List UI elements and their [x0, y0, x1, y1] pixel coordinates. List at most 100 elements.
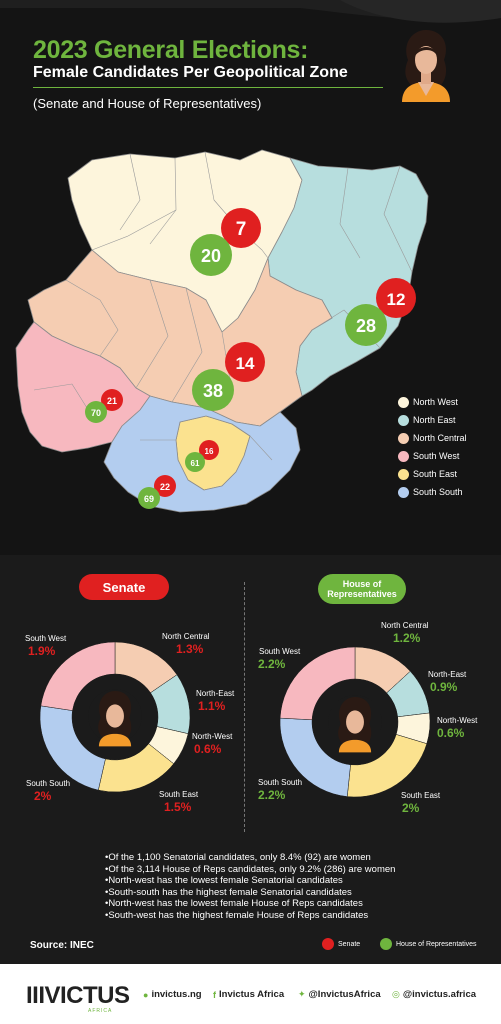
- house-donut-chart: [279, 646, 431, 798]
- legend-label: House of Representatives: [396, 940, 477, 948]
- bottom-legend-house: House of Representatives: [380, 938, 477, 950]
- legend-item-south-east: South East: [398, 465, 467, 483]
- senate-value-north-east: 1.1%: [198, 699, 226, 713]
- bubble-north-east-senate: 12: [376, 278, 416, 318]
- house-label-south-west: South West: [259, 647, 301, 656]
- svg-text:20: 20: [201, 246, 221, 266]
- svg-text:61: 61: [191, 459, 200, 468]
- legend-swatch: [398, 396, 409, 408]
- legend-swatch: [398, 414, 409, 426]
- legend-item-north-central: North Central: [398, 429, 467, 447]
- instagram-link[interactable]: ◎ @invictus.africa: [392, 989, 476, 1000]
- page-subtitle: Female Candidates Per Geopolitical Zone: [33, 64, 348, 81]
- svg-text:16: 16: [205, 447, 214, 456]
- fact-item: •South-south has the highest female Sena…: [105, 886, 352, 898]
- facebook-label: Invictus Africa: [219, 989, 285, 1000]
- bubble-north-central-senate: 14: [225, 342, 265, 382]
- house-value-south-west: 2.2%: [258, 657, 286, 671]
- title-divider: [33, 87, 383, 88]
- nigeria-map: 7 20 12 28 14 38 21 70 16 61 22 69: [15, 149, 429, 513]
- house-heading: House of Representatives: [318, 574, 406, 604]
- legend-item-north-east: North East: [398, 411, 467, 429]
- legend-label: North West: [413, 397, 458, 407]
- bubble-south-west-senate: 21: [101, 389, 123, 411]
- zone-south-south: [103, 395, 301, 513]
- svg-text:7: 7: [236, 219, 247, 240]
- house-value-north-east: 0.9%: [430, 680, 458, 694]
- woman-avatar-icon: [402, 30, 450, 102]
- legend-item-south-south: South South: [398, 483, 467, 501]
- key-facts-list: •Of the 1,100 Senatorial candidates, onl…: [105, 852, 395, 921]
- legend-item-north-west: North West: [398, 393, 467, 411]
- svg-text:14: 14: [236, 354, 255, 373]
- bubble-south-west-house: 70: [85, 401, 107, 423]
- legend-label: North Central: [413, 433, 467, 443]
- legend-swatch: [380, 938, 392, 950]
- svg-text:70: 70: [91, 408, 101, 418]
- house-heading-line2: Representatives: [327, 589, 397, 599]
- senate-label-south-east: South East: [159, 790, 199, 799]
- fact-item: •North-west has the lowest female House …: [105, 898, 363, 909]
- house-label-north-east: North-East: [428, 670, 467, 679]
- house-label-south-south: South South: [258, 778, 303, 787]
- legend-label: South East: [413, 469, 458, 479]
- bubble-south-south-house: 69: [138, 487, 160, 509]
- bubble-south-east-house: 61: [185, 452, 205, 472]
- facebook-link[interactable]: f Invictus Africa: [213, 989, 284, 1000]
- decorative-wave: [0, 0, 501, 23]
- woman-avatar-icon: [88, 689, 142, 747]
- twitter-label: @InvictusAfrica: [308, 989, 381, 1000]
- section-divider: [244, 582, 245, 832]
- woman-avatar-icon: [328, 695, 382, 753]
- senate-value-north-west: 0.6%: [194, 742, 222, 756]
- legend-label: South South: [413, 487, 463, 497]
- page-note: (Senate and House of Representatives): [33, 96, 262, 111]
- svg-text:69: 69: [144, 494, 154, 504]
- legend-label: South West: [413, 451, 460, 461]
- svg-text:12: 12: [387, 290, 406, 309]
- svg-text:21: 21: [107, 396, 117, 406]
- senate-heading: Senate: [79, 574, 169, 600]
- facebook-icon: f: [213, 989, 216, 1000]
- website-label: invictus.ng: [151, 989, 202, 1000]
- fact-item: •Of the 3,114 House of Reps candidates, …: [105, 863, 396, 875]
- legend-label: North East: [413, 415, 456, 425]
- donut-slice-south-west: [279, 646, 356, 721]
- house-value-south-east: 2%: [402, 801, 420, 815]
- svg-text:38: 38: [203, 381, 223, 401]
- fact-item: •South-west has the highest female House…: [105, 909, 369, 921]
- senate-donut-chart: [39, 641, 191, 793]
- legend-swatch: [398, 432, 409, 444]
- fact-item: •Of the 1,100 Senatorial candidates, onl…: [105, 852, 371, 863]
- globe-icon: ●: [143, 989, 149, 1000]
- legend-swatch: [398, 486, 409, 498]
- svg-text:28: 28: [356, 316, 376, 336]
- page-title: 2023 General Elections:: [33, 36, 309, 64]
- bubble-north-west-senate: 7: [221, 208, 261, 248]
- twitter-icon: ✦: [298, 989, 306, 999]
- bubble-north-central-house: 38: [192, 369, 234, 411]
- house-value-north-central: 1.2%: [393, 631, 421, 645]
- website-link[interactable]: ● invictus.ng: [143, 989, 202, 1000]
- fact-item: •North-west has the lowest female Senato…: [105, 875, 343, 886]
- senate-label-north-east: North-East: [196, 689, 235, 698]
- map-legend: North West North East North Central Sout…: [398, 393, 467, 501]
- instagram-icon: ◎: [392, 989, 400, 999]
- legend-swatch: [398, 450, 409, 462]
- senate-value-south-south: 2%: [34, 789, 52, 803]
- donut-slice-south-west: [40, 641, 116, 711]
- senate-label-south-south: South South: [26, 779, 71, 788]
- bubble-south-south-senate: 22: [154, 475, 176, 497]
- house-label-north-central: North Central: [381, 621, 429, 630]
- legend-swatch: [322, 938, 334, 950]
- bubble-south-east-senate: 16: [199, 440, 219, 460]
- svg-text:22: 22: [160, 482, 170, 492]
- senate-label-north-west: North-West: [192, 732, 233, 741]
- source-note: Source: INEC: [30, 940, 94, 951]
- legend-label: Senate: [338, 940, 361, 948]
- twitter-link[interactable]: ✦ @InvictusAfrica: [298, 989, 381, 1000]
- bubble-north-west-house: 20: [190, 234, 232, 276]
- senate-value-south-west: 1.9%: [28, 644, 56, 658]
- senate-label-south-west: South West: [25, 634, 67, 643]
